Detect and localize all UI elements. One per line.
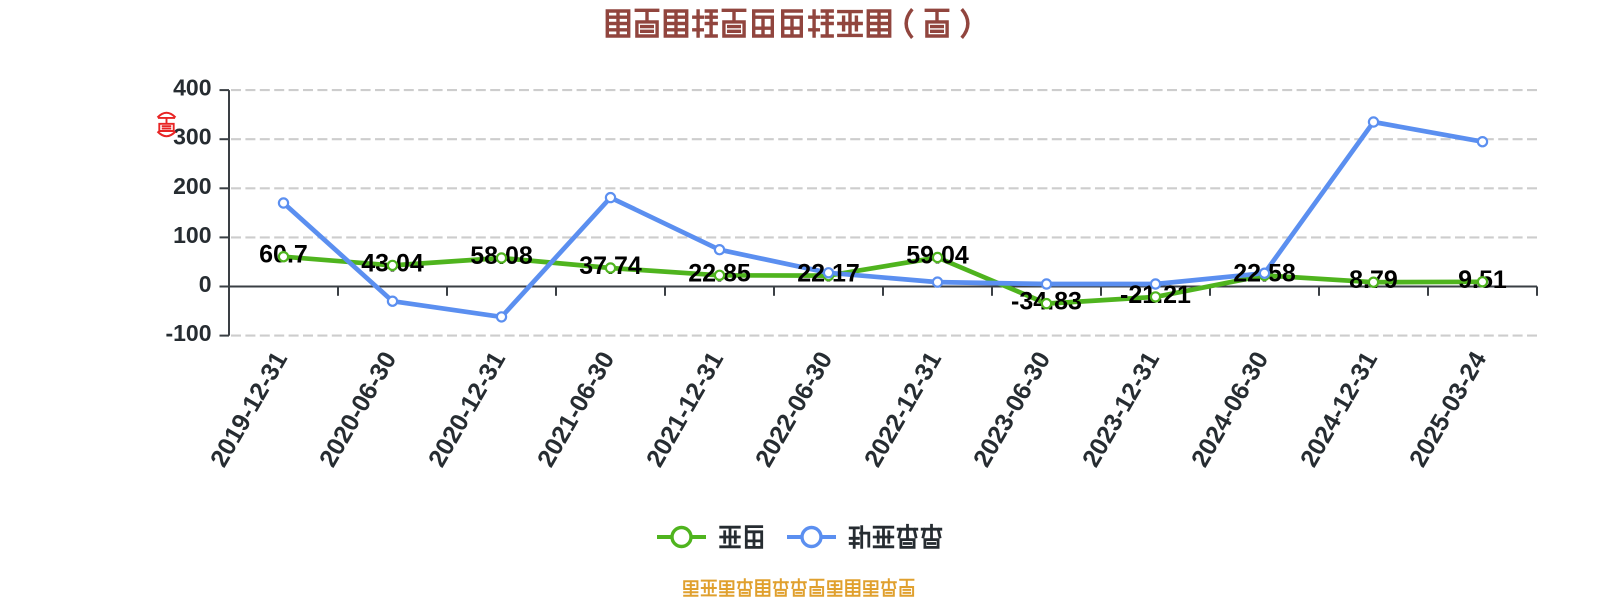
svg-text:400: 400 [173, 75, 211, 101]
svg-text:200: 200 [173, 173, 211, 199]
svg-text:0: 0 [199, 271, 212, 297]
svg-text:300: 300 [173, 124, 211, 150]
svg-text:100: 100 [173, 222, 211, 248]
svg-text:-100: -100 [165, 320, 211, 346]
